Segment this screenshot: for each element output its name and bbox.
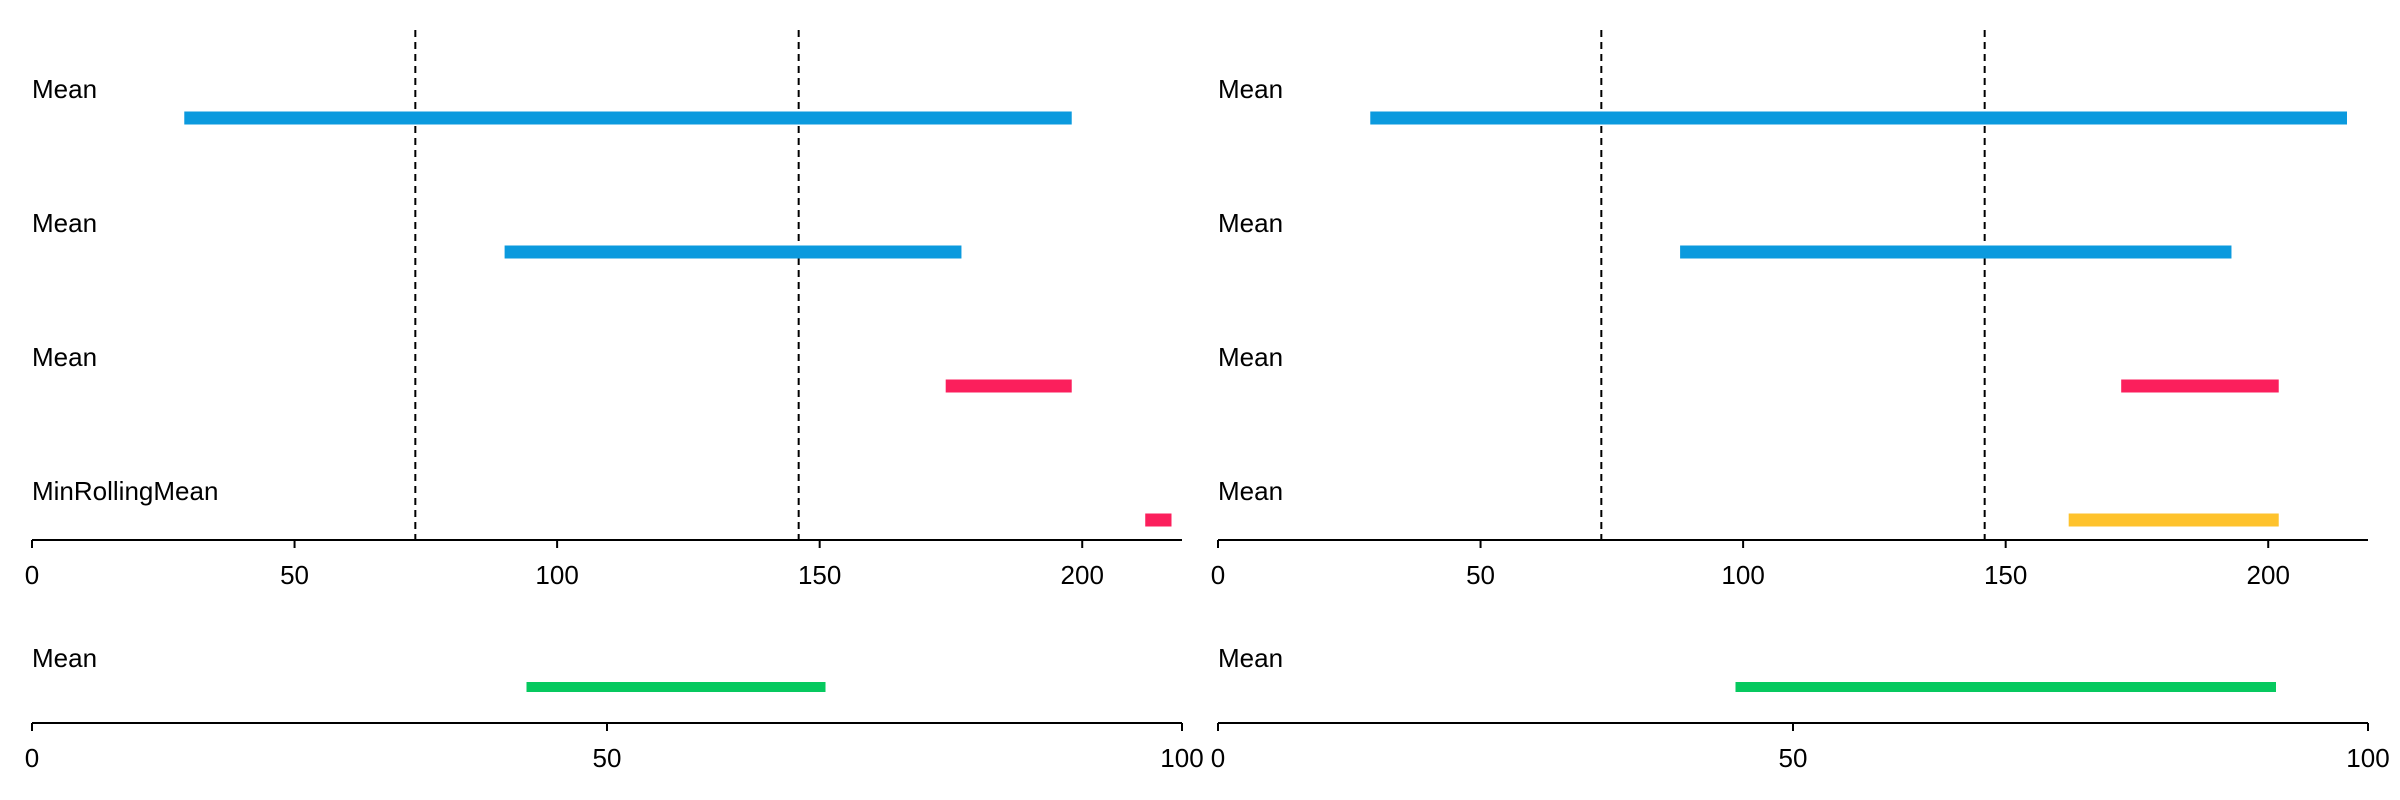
x-tick-label: 200 — [2247, 560, 2290, 590]
interval-bar — [1735, 682, 2276, 692]
x-tick-label: 100 — [535, 560, 578, 590]
interval-label: Mean — [1218, 208, 1283, 238]
interval-label: Mean — [1218, 643, 1283, 673]
interval-bar — [1680, 245, 2232, 259]
x-tick-label: 200 — [1061, 560, 1104, 590]
interval-bar — [1145, 513, 1172, 527]
interval-label: Mean — [32, 342, 97, 372]
x-tick-label: 0 — [1211, 743, 1225, 773]
interval-label: MinRollingMean — [32, 476, 218, 506]
x-tick-label: 100 — [2346, 743, 2389, 773]
chart-panel-top-left: 0 50 100 150 200 Mean Mean Mean MinRollingMean — [25, 30, 1182, 590]
interval-bar — [1370, 111, 2347, 125]
x-tick-label: 50 — [1466, 560, 1495, 590]
interval-label: Mean — [32, 208, 97, 238]
interval-bar — [504, 245, 962, 259]
interval-label: Mean — [1218, 476, 1283, 506]
interval-label: Mean — [1218, 342, 1283, 372]
x-tick-label: 150 — [798, 560, 841, 590]
x-tick-label: 0 — [25, 743, 39, 773]
interval-label: Mean — [32, 643, 97, 673]
x-tick-label: 150 — [1984, 560, 2027, 590]
interval-label: Mean — [32, 74, 97, 104]
x-tick-label: 50 — [280, 560, 309, 590]
x-tick-label: 50 — [1779, 743, 1808, 773]
x-tick-label: 0 — [25, 560, 39, 590]
interval-label: Mean — [1218, 74, 1283, 104]
interval-bar — [526, 682, 826, 692]
interval-bar — [945, 379, 1072, 393]
interval-bar — [2121, 379, 2279, 393]
interval-bar — [2068, 513, 2279, 527]
x-tick-label: 0 — [1211, 560, 1225, 590]
x-tick-label: 100 — [1721, 560, 1764, 590]
interval-bar — [184, 111, 1072, 125]
chart-panel-bottom-left: 0 50 100 Mean — [25, 643, 1204, 773]
x-tick-label: 100 — [1160, 743, 1203, 773]
chart-panel-top-right: 0 50 100 150 200 Mean Mean Mean Mean — [1211, 30, 2368, 590]
x-tick-label: 50 — [593, 743, 622, 773]
chart-panel-bottom-right: 0 50 100 Mean — [1211, 643, 2390, 773]
